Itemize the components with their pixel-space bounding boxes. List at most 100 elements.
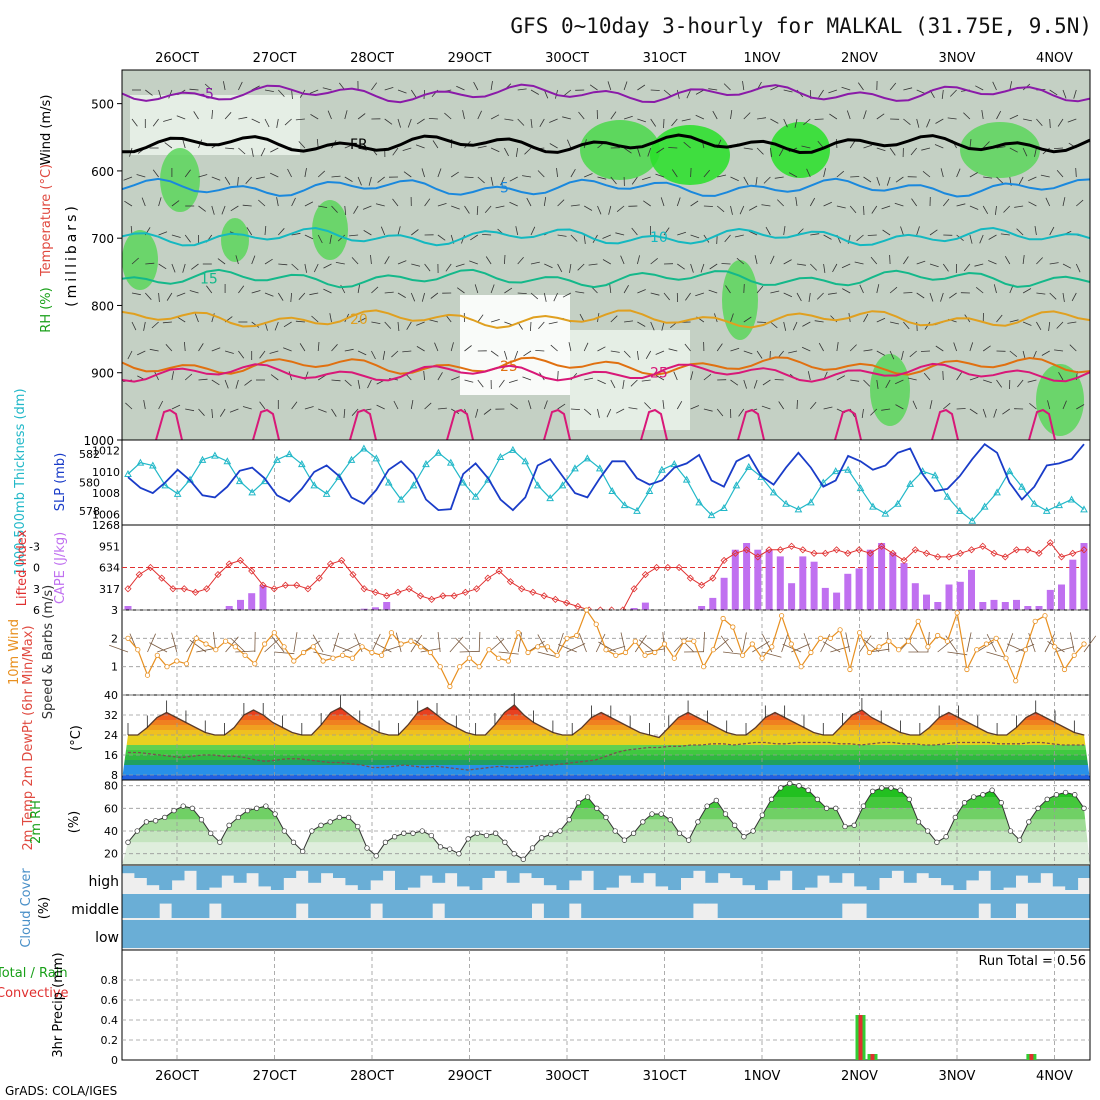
moist-blob: [160, 148, 200, 212]
wind-speed-point: [769, 644, 775, 650]
wind-barb: [437, 168, 442, 178]
lifted-index-axis-label: Lifted Index: [15, 529, 30, 606]
wind-speed-point: [378, 652, 385, 658]
thickness-point: [546, 494, 554, 502]
wind-barb: [335, 262, 345, 265]
rh-point: [989, 787, 995, 793]
wind-barb: [956, 168, 961, 178]
wind-barb: [992, 81, 997, 91]
wind-barb: [969, 342, 974, 352]
wind-barb: [477, 176, 485, 184]
wind-barb: [304, 263, 307, 273]
wind-barb: [903, 292, 913, 294]
li-point: [900, 556, 908, 564]
wind-barb: [934, 144, 944, 149]
cloud-cell-high: [1065, 866, 1079, 890]
wind-barb: [450, 171, 459, 178]
temperature-lines: [127, 693, 1085, 771]
wind-barb: [671, 169, 678, 178]
li-point: [225, 560, 233, 568]
wind-barb: [809, 197, 816, 207]
wind-barb: [211, 379, 220, 386]
cape-bar: [630, 608, 638, 610]
wind-barb: [456, 287, 465, 294]
wind-speed-point: [613, 652, 619, 658]
wind-barb: [423, 370, 425, 381]
cape-bar: [889, 552, 897, 610]
cloud-cell-high: [941, 866, 954, 886]
cloud-cell-high: [928, 866, 942, 878]
li-point: [855, 546, 863, 554]
wind-barb: [940, 168, 944, 178]
slp-axis-label: SLP (mb): [53, 453, 68, 512]
cloud-cell-middle: [581, 894, 595, 918]
wind-speed-point: [398, 641, 404, 647]
rh-point: [529, 845, 536, 851]
wind-barb: [703, 169, 711, 178]
wind-barb: [476, 205, 479, 216]
wind-barb: [616, 408, 625, 414]
wind-barb: [736, 257, 745, 265]
wind-speed-point: [866, 649, 873, 656]
wind-barb: [622, 379, 625, 389]
cloud-cell-low: [519, 920, 532, 948]
wind-barb: [975, 286, 984, 294]
thickness-point: [310, 481, 319, 489]
thickness-point: [1067, 495, 1076, 503]
wind-barb: [650, 89, 660, 91]
wind-speed-point: [476, 664, 482, 670]
wind-barb: [416, 321, 425, 326]
rh-point: [281, 828, 287, 834]
wind-barb: [196, 647, 216, 653]
thickness-point: [198, 455, 207, 463]
thickness-point: [583, 454, 592, 462]
wind-barb: [996, 314, 1003, 323]
wind-barb: [774, 379, 784, 381]
cloud-cell-high: [680, 866, 694, 878]
wind-barb: [995, 205, 997, 215]
wind-speed-point: [993, 635, 999, 641]
wind-barb: [371, 633, 381, 653]
wind-barb: [544, 263, 553, 269]
wind-barb: [900, 226, 904, 236]
wind-barb: [996, 146, 1006, 149]
li-point: [934, 553, 942, 561]
cloud-cell-low: [370, 920, 384, 948]
wind-barb: [351, 408, 359, 416]
cloud-cell-middle: [469, 894, 483, 918]
wind-barb: [942, 370, 944, 381]
thickness-point: [136, 458, 145, 466]
cloud-cell-low: [692, 920, 706, 948]
date-label-bottom: 29OCT: [448, 1069, 492, 1084]
cape-bar: [371, 607, 379, 610]
moist-blob: [650, 125, 730, 185]
wind-barb: [517, 88, 527, 91]
wind-speed-point: [320, 658, 326, 664]
wind-barb: [537, 651, 558, 658]
wind-barb: [509, 201, 518, 207]
cloud-cell-low: [1065, 920, 1079, 948]
wind-barb: [830, 646, 850, 653]
cape-bar: [641, 602, 649, 610]
date-label-top: 2NOV: [841, 51, 878, 66]
wind-barb: [738, 408, 745, 417]
wind-barb: [916, 226, 920, 236]
wind-barb: [863, 313, 869, 323]
wind-barb: [903, 321, 910, 330]
cloud-cell-low: [283, 920, 297, 948]
wind-barb: [792, 321, 798, 331]
wind-barb: [157, 645, 177, 653]
rh-point: [336, 814, 343, 821]
cloud-cell-middle: [742, 894, 756, 918]
wind-barb: [836, 342, 839, 352]
wind-barb: [293, 632, 298, 653]
wind-barb: [270, 374, 279, 381]
thickness-point: [782, 499, 790, 507]
wind-barb: [1057, 118, 1064, 127]
li-point: [1046, 539, 1054, 547]
wind-barb: [368, 176, 372, 186]
wind-barb: [663, 227, 670, 236]
wind-barb: [245, 176, 252, 184]
